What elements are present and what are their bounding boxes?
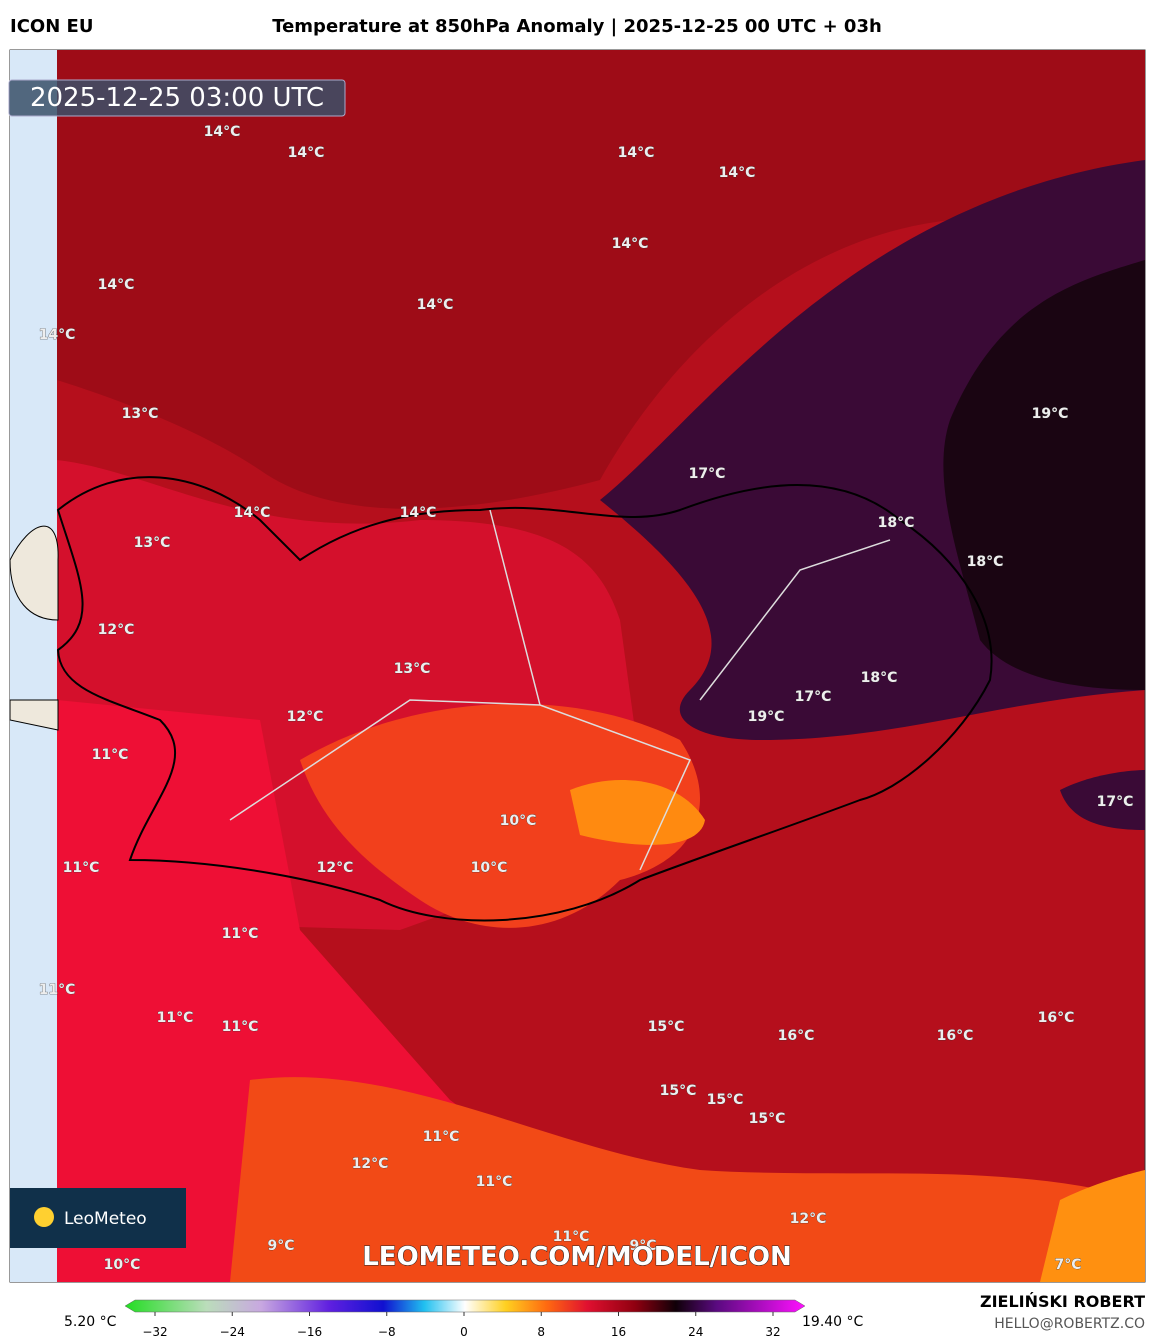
temperature-label: 12°C [287, 709, 324, 725]
logo-sun [34, 1207, 54, 1227]
border-line [229, 509, 891, 871]
colorbar-tick-label: 24 [688, 1325, 703, 1338]
temperature-label: 9°C [629, 1238, 656, 1254]
colorbar-min: 5.20 °C [64, 1314, 117, 1330]
temperature-label: 17°C [795, 689, 832, 705]
temperature-label: 11°C [476, 1174, 513, 1190]
coastline [56, 476, 993, 922]
temperature-label: 11°C [222, 1019, 259, 1035]
temperature-label: 17°C [1097, 794, 1134, 810]
temperature-label: 14°C [417, 297, 454, 313]
temperature-label: 13°C [134, 535, 171, 551]
temperature-label: 9°C [267, 1238, 294, 1254]
colorbar-tick-label: −16 [297, 1325, 322, 1338]
region [943, 260, 1145, 690]
temperature-label: 16°C [778, 1028, 815, 1044]
temperature-label: 14°C [39, 327, 76, 343]
temperature-label: 11°C [553, 1229, 590, 1245]
region [230, 1077, 1145, 1282]
temperature-label: 13°C [122, 406, 159, 422]
colorbar-tick-label: 8 [537, 1325, 545, 1338]
temperature-label: 15°C [660, 1083, 697, 1099]
logo-text: LeoMeteo [64, 1209, 147, 1229]
temperature-label: 14°C [288, 145, 325, 161]
temperature-label: 17°C [689, 466, 726, 482]
temperature-label: 18°C [878, 515, 915, 531]
temperature-label: 7°C [1054, 1257, 1081, 1273]
colorbar-tick-label: −24 [220, 1325, 245, 1338]
author: ZIELIŃSKI ROBERT [980, 1292, 1145, 1311]
temperature-label: 14°C [719, 165, 756, 181]
temperature-label: 16°C [937, 1028, 974, 1044]
colorbar-tick-label: 32 [765, 1325, 780, 1338]
temperature-label: 12°C [317, 860, 354, 876]
temperature-label: 11°C [423, 1129, 460, 1145]
colorbar-bar [124, 1299, 806, 1313]
colorbar-max: 19.40 °C [802, 1314, 864, 1330]
temperature-label: 10°C [500, 813, 537, 829]
temperature-label: 11°C [63, 860, 100, 876]
region [1060, 770, 1145, 830]
timestamp: 2025-12-25 03:00 UTC [30, 83, 324, 113]
region [57, 700, 700, 1282]
temperature-label: 18°C [967, 554, 1004, 570]
map-labels: 14°C 14°C 14°C 14°C 14°C 14°C 14°C 14°C 13°C 19°C… [38, 124, 1134, 1274]
temperature-label: 14°C [234, 505, 271, 521]
temperature-label: 10°C [471, 860, 508, 876]
temperature-label: 14°C [98, 277, 135, 293]
temperature-label: 15°C [648, 1019, 685, 1035]
region [570, 780, 705, 845]
temperature-label: 12°C [98, 622, 135, 638]
no-data-strip [10, 50, 57, 1282]
region [1040, 1170, 1145, 1282]
temperature-label: 14°C [612, 236, 649, 252]
temperature-label: 11°C [39, 982, 76, 998]
temperature-label: 11°C [92, 747, 129, 763]
colorbar-tick-label: 16 [611, 1325, 626, 1338]
temperature-label: 14°C [204, 124, 241, 140]
colorbar: 5.20 °C 19.40 °C −32 −24 −16 −8 0 8 16 24 32 [64, 1299, 864, 1338]
region [57, 50, 1145, 509]
temperature-label: 15°C [707, 1092, 744, 1108]
temperature-label: 14°C [400, 505, 437, 521]
land [9, 525, 59, 731]
temperature-label: 11°C [157, 1010, 194, 1026]
colorbar-tick-label: −32 [142, 1325, 167, 1338]
watermark: LEOMETEO.COM/MODEL/ICON [362, 1242, 792, 1272]
temperature-label: 12°C [352, 1156, 389, 1172]
map-title: Temperature at 850hPa Anomaly | 2025-12-… [272, 16, 882, 37]
temperature-label: 14°C [618, 145, 655, 161]
colorbar-tick-label: 0 [460, 1325, 468, 1338]
temperature-label: 15°C [749, 1111, 786, 1127]
colorbar-tick-label: −8 [378, 1325, 396, 1338]
temperature-label: 12°C [790, 1211, 827, 1227]
temperature-label: 16°C [1038, 1010, 1075, 1026]
temperature-label: 13°C [394, 661, 431, 677]
temperature-label: 11°C [222, 926, 259, 942]
model-name: ICON EU [10, 16, 93, 37]
region [300, 703, 700, 928]
timestamp-box [8, 79, 346, 117]
temperature-label: 10°C [104, 1257, 141, 1273]
map-area: 14°C 14°C 14°C 14°C 14°C 14°C 14°C 14°C 13°C 19°C… [8, 49, 1146, 1283]
temperature-label: 18°C [861, 670, 898, 686]
temperature-label: 19°C [1032, 406, 1069, 422]
temperature-label: 19°C [748, 709, 785, 725]
contact: HELLO@ROBERTZ.CO [994, 1316, 1145, 1332]
